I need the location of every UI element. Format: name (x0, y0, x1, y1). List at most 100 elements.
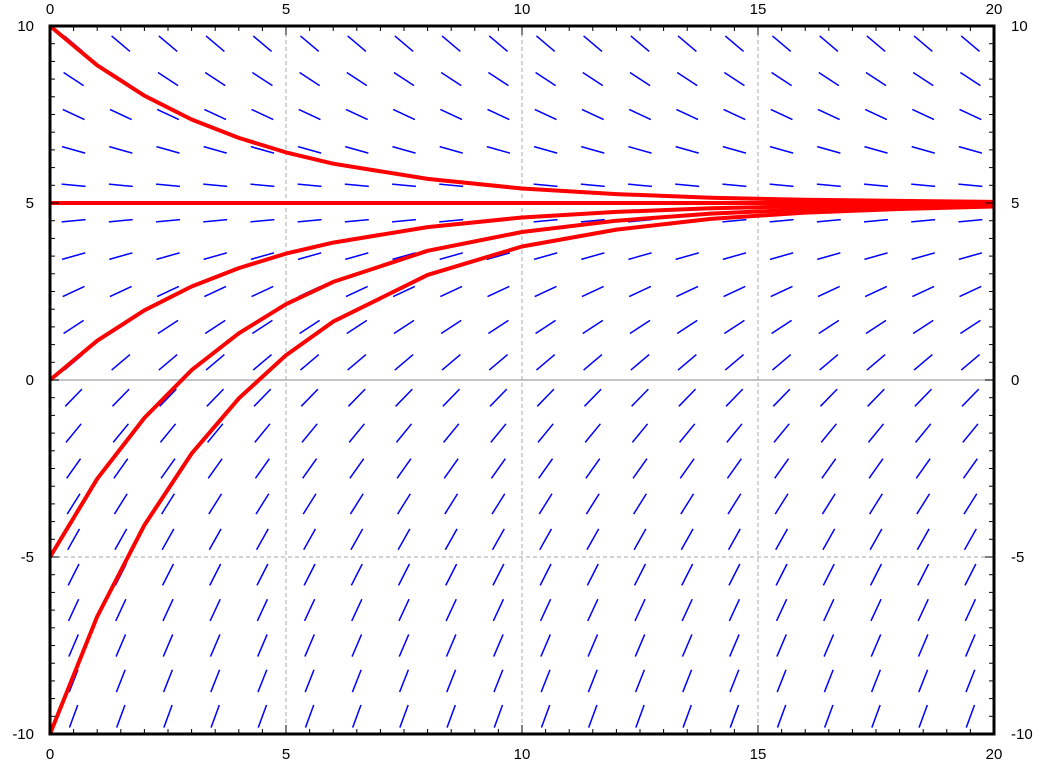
slope-segment (440, 108, 463, 121)
slope-segment (255, 493, 270, 515)
slope-segment (114, 528, 128, 551)
slope-segment (398, 669, 410, 693)
slope-segment (207, 458, 223, 479)
slope-segment (631, 423, 649, 443)
slope-segment (586, 563, 599, 586)
slope-segment (630, 353, 650, 371)
slope-segment (675, 252, 699, 261)
slope-segment (441, 35, 461, 53)
slope-segment (210, 669, 221, 693)
slope-segment (297, 183, 322, 188)
slope-segment (297, 252, 322, 261)
slope-segment (304, 634, 315, 657)
slope-segment (256, 563, 269, 586)
slope-segment (345, 252, 369, 261)
solution-curve (48, 204, 995, 735)
slope-segment (347, 353, 367, 371)
y-tick-label-left: 0 (26, 372, 34, 389)
slope-segment (539, 528, 553, 551)
slope-segment (913, 35, 933, 53)
slope-segment (540, 704, 551, 728)
slope-segment (632, 493, 648, 515)
slope-segment (628, 285, 652, 298)
slope-segment (867, 388, 885, 407)
slope-segment (158, 353, 178, 371)
slope-segment (156, 285, 180, 298)
slope-segment (816, 218, 841, 223)
slope-segment (251, 108, 274, 121)
slope-segment (533, 252, 558, 261)
slope-segment (398, 598, 410, 622)
slope-segment (112, 423, 129, 443)
slope-segment (864, 145, 888, 154)
slope-segment (160, 458, 176, 479)
slope-segment (539, 563, 552, 586)
y-tick-label-right: -5 (1011, 549, 1024, 566)
slope-segment (965, 669, 976, 693)
slope-segment (540, 669, 551, 693)
slope-segment (534, 285, 557, 298)
slope-segment (392, 108, 416, 121)
slope-segment (304, 704, 315, 728)
slope-segment (252, 353, 273, 371)
slope-segment (916, 528, 930, 551)
slope-segment (391, 218, 417, 223)
slope-segment (443, 423, 460, 443)
slope-segment (257, 634, 268, 657)
slope-segment (203, 183, 228, 188)
slope-segment (677, 35, 697, 53)
slope-segment (68, 669, 79, 693)
slope-segment (392, 285, 416, 298)
slope-segment (680, 493, 695, 515)
slope-segment (912, 319, 934, 335)
slope-segment (819, 353, 839, 371)
slope-segment (155, 183, 181, 188)
slope-segment (864, 108, 888, 121)
slope-segment (535, 71, 557, 87)
slope-segment (62, 108, 85, 121)
slope-segment (911, 145, 935, 154)
y-tick-label-left: -5 (21, 549, 34, 566)
slope-segment (820, 423, 837, 443)
slope-segment (581, 252, 605, 261)
slope-segment (681, 634, 693, 657)
slope-segment (537, 423, 554, 443)
slope-segment (348, 423, 365, 443)
slope-segment (911, 183, 936, 188)
slope-segment (443, 458, 459, 479)
slope-segment (581, 108, 604, 121)
slope-segment (156, 252, 180, 261)
y-tick-label-left: -10 (12, 726, 34, 743)
slope-segment (61, 145, 86, 154)
slope-segment (728, 598, 741, 622)
slope-segment (912, 285, 935, 298)
slope-segment (583, 35, 603, 53)
slope-segment (491, 493, 506, 515)
slope-segment (155, 218, 181, 223)
slope-segment (871, 704, 881, 728)
slope-segment (207, 423, 224, 443)
slope-segment (203, 218, 228, 223)
slope-segment (68, 634, 79, 657)
slope-segment (209, 563, 222, 586)
y-tick-label-right: 10 (1011, 18, 1028, 35)
slope-segment (67, 563, 80, 586)
slope-segment (109, 252, 133, 261)
slope-segment (771, 71, 793, 87)
slope-field-layer (61, 35, 983, 728)
slope-segment (393, 71, 415, 87)
slope-segment (157, 319, 179, 335)
slope-segment (351, 598, 363, 622)
slope-segment (676, 285, 699, 298)
slope-segment (440, 71, 462, 87)
slope-segment (158, 35, 178, 53)
slope-segment (345, 145, 369, 154)
slope-segment (723, 285, 746, 298)
slope-segment (867, 423, 885, 443)
slope-segment (582, 319, 604, 335)
slope-segment (818, 71, 840, 87)
slope-segment (254, 423, 271, 443)
slope-segment (816, 183, 841, 188)
